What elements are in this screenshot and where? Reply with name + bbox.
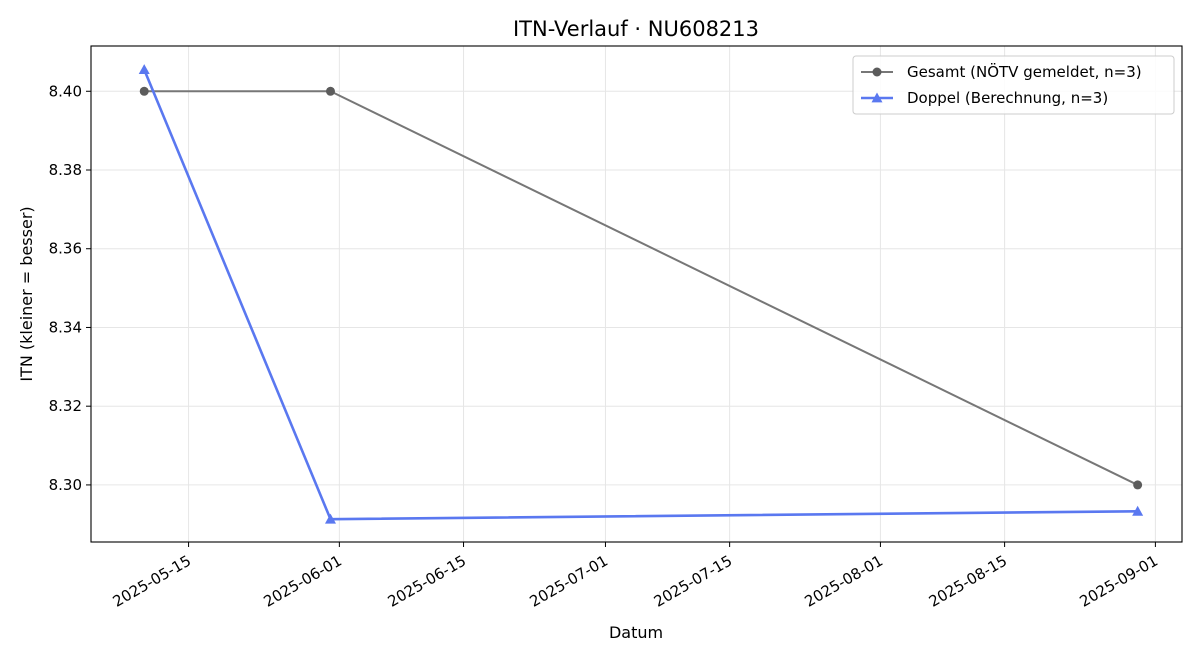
chart-title: ITN-Verlauf · NU608213 <box>513 17 759 41</box>
series-line <box>143 69 1138 521</box>
legend: Gesamt (NÖTV gemeldet, n=3) Doppel (Berec… <box>852 55 1175 115</box>
series-1 <box>139 86 1143 490</box>
x-tick-label: 2025-08-15 <box>926 552 1011 611</box>
x-tick-label: 2025-08-01 <box>802 552 887 611</box>
y-tick-label: 8.34 <box>49 318 82 336</box>
y-tick-label: 8.38 <box>49 161 82 179</box>
data-point <box>1133 480 1143 490</box>
data-point <box>1132 505 1144 516</box>
x-tick-label: 2025-07-01 <box>527 552 612 611</box>
x-tick-label: 2025-05-15 <box>110 552 195 611</box>
y-axis-label: ITN (kleiner = besser) <box>17 206 36 381</box>
x-tick-label: 2025-07-15 <box>651 552 736 611</box>
data-point <box>325 86 335 96</box>
legend-swatch-marker <box>872 67 882 77</box>
x-tick-label: 2025-09-01 <box>1076 552 1161 611</box>
y-tick-label: 8.32 <box>49 397 82 415</box>
x-tick-label: 2025-06-01 <box>260 552 345 611</box>
legend-label: Doppel (Berechnung, n=3) <box>907 89 1108 107</box>
legend-box <box>852 55 1175 115</box>
grid-layer <box>91 46 1182 542</box>
x-tick-label: 2025-06-15 <box>385 552 470 611</box>
legend-item: Gesamt (NÖTV gemeldet, n=3) <box>861 62 1142 81</box>
data-point <box>324 513 336 524</box>
y-tick-label: 8.36 <box>49 240 82 258</box>
y-tick-label: 8.30 <box>49 476 82 494</box>
series-layer <box>138 64 1144 524</box>
legend-swatch-marker <box>871 92 883 103</box>
x-axis-label: Datum <box>609 623 663 642</box>
y-tick-label: 8.40 <box>49 82 82 100</box>
series-2 <box>138 64 1144 524</box>
legend-item: Doppel (Berechnung, n=3) <box>861 89 1108 107</box>
legend-label: Gesamt (NÖTV gemeldet, n=3) <box>907 62 1142 81</box>
data-point <box>139 86 149 96</box>
tick-layer: 2025-05-15 2025-06-01 2025-06-15 2025-07-01… <box>49 82 1161 610</box>
plot-frame <box>90 45 1183 543</box>
data-point <box>138 64 150 75</box>
